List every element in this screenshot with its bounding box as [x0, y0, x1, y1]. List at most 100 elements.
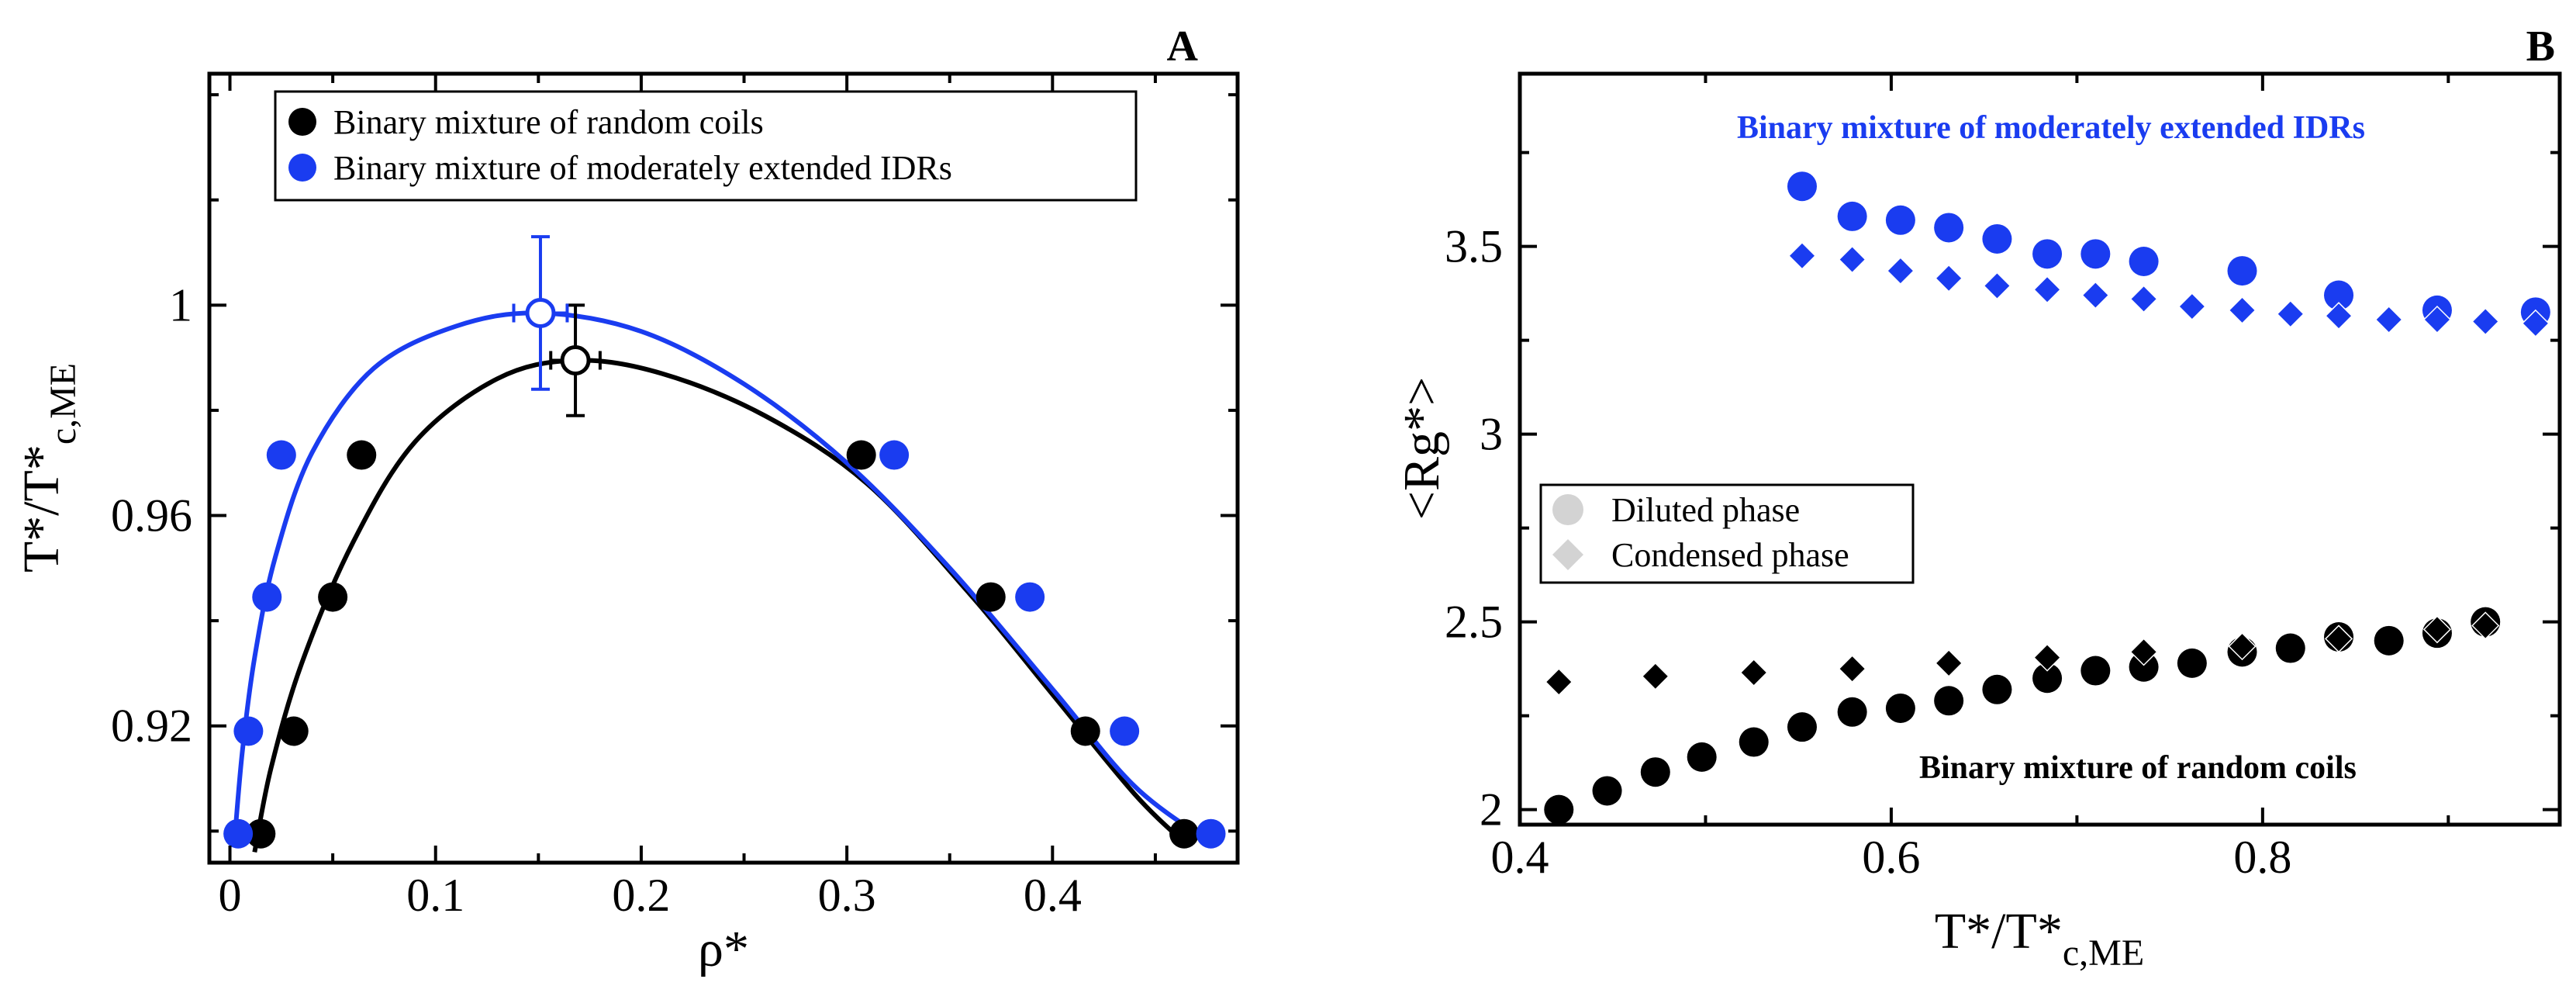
x-tick-label: 0.2 [612, 870, 670, 921]
x-tick-label: 0.3 [818, 870, 876, 921]
x-tick-label: 0.6 [1862, 832, 1920, 883]
data-point-random-coils-condensed-phase [1935, 649, 1963, 677]
legend-label-extended-idrs: Binary mixture of moderately extended ID… [333, 149, 952, 187]
data-point-random-coils-diluted-phase [2032, 663, 2063, 694]
data-point-binary-mixture-of-random-coils [1169, 818, 1200, 849]
y-axis-label-a: T*/T*c,ME [13, 363, 84, 573]
panel-b: B 0.4 0.6 0.8 2 2.5 3 3.5 Binary mixture of mo… [1393, 22, 2562, 974]
data-point-moderately-extended-idrs-condensed-phase [1983, 272, 2011, 300]
data-point-moderately-extended-idrs-condensed-phase [1935, 264, 1963, 292]
data-point-binary-mixture-of-moderately-extended-idrs [223, 818, 254, 849]
plot-frame-a [207, 71, 1240, 865]
data-point-random-coils-condensed-phase [1641, 662, 1670, 690]
annotation-extended-idrs: Binary mixture of moderately extended ID… [1737, 110, 2365, 146]
y-tick-label: 0.92 [111, 701, 192, 752]
data-point-moderately-extended-idrs-condensed-phase [1787, 241, 1817, 270]
data-point-random-coils-condensed-phase [2324, 624, 2353, 653]
critical-point-marker [560, 345, 591, 376]
x-tick-label: 0.1 [406, 870, 464, 921]
fit-curve-binary-mixture-of-random-coils [252, 358, 1188, 853]
data-point-moderately-extended-idrs-diluted-phase [1885, 205, 1915, 235]
data-point-binary-mixture-of-moderately-extended-idrs [252, 582, 282, 612]
data-point-random-coils-condensed-phase [2129, 638, 2158, 666]
data-point-random-coils-diluted-phase [1934, 686, 1964, 716]
critical-point-marker [525, 297, 556, 328]
data-point-random-coils-condensed-phase [2228, 632, 2257, 661]
data-point-moderately-extended-idrs-diluted-phase [2324, 280, 2354, 310]
panel-b-label: B [2526, 22, 2555, 71]
data-point-binary-mixture-of-moderately-extended-idrs [1015, 582, 1045, 612]
legend-marker-random-coils [288, 108, 316, 136]
legend-label-diluted: Diluted phase [1611, 491, 1800, 529]
critical-point-binary-mixture-of-moderately-extended-idrs [512, 235, 569, 391]
fit-curve-binary-mixture-of-moderately-extended-idrs [231, 310, 1214, 847]
x-tick-label: 0 [219, 870, 242, 921]
data-point-moderately-extended-idrs-condensed-phase [2081, 281, 2110, 310]
data-point-random-coils-condensed-phase [2033, 643, 2062, 672]
data-point-moderately-extended-idrs-condensed-phase [2177, 292, 2206, 321]
data-point-random-coils-condensed-phase [1545, 668, 1573, 697]
data-point-moderately-extended-idrs-condensed-phase [2228, 296, 2257, 324]
data-point-moderately-extended-idrs-diluted-phase [1982, 223, 2012, 254]
x-axis-label-a: ρ* [698, 921, 749, 977]
y-tick-label: 1 [169, 279, 192, 330]
data-point-random-coils-condensed-phase [2471, 611, 2500, 640]
data-point-moderately-extended-idrs-diluted-phase [1934, 213, 1964, 243]
legend-marker-diluted [1552, 494, 1583, 525]
data-point-moderately-extended-idrs-condensed-phase [2129, 285, 2158, 313]
y-axis-label-b: <Rg*> [1393, 377, 1450, 520]
y-tick-label: 2 [1480, 784, 1503, 836]
legend-label-random-coils: Binary mixture of random coils [333, 103, 764, 141]
data-point-binary-mixture-of-random-coils [278, 716, 309, 746]
data-point-random-coils-diluted-phase [1982, 674, 2012, 704]
data-point-random-coils-diluted-phase [2177, 648, 2207, 678]
data-point-binary-mixture-of-random-coils [347, 440, 377, 470]
x-tick-label: 0.4 [1024, 870, 1082, 921]
y-tick-label: 0.96 [111, 490, 192, 541]
data-point-random-coils-diluted-phase [1787, 712, 1817, 742]
data-point-moderately-extended-idrs-condensed-phase [1886, 257, 1915, 285]
data-point-moderately-extended-idrs-diluted-phase [2080, 239, 2111, 269]
data-point-random-coils-condensed-phase [1739, 658, 1768, 687]
data-point-random-coils-diluted-phase [1687, 742, 1717, 772]
data-point-moderately-extended-idrs-diluted-phase [1787, 171, 1817, 202]
data-point-moderately-extended-idrs-condensed-phase [2276, 299, 2305, 328]
annotation-random-coils: Binary mixture of random coils [1919, 750, 2357, 786]
x-tick-label: 0.8 [2233, 832, 2291, 883]
data-point-random-coils-diluted-phase [2129, 652, 2159, 682]
x-tick-label: 0.4 [1491, 832, 1549, 883]
data-point-binary-mixture-of-random-coils [846, 440, 876, 470]
data-point-binary-mixture-of-random-coils [318, 582, 348, 612]
critical-point-binary-mixture-of-random-coils [549, 303, 602, 417]
legend-marker-condensed [1552, 539, 1583, 570]
data-point-random-coils-diluted-phase [2374, 625, 2404, 656]
legend-a: Binary mixture of random coils Binary mi… [274, 90, 1138, 202]
panel-a-label: A [1167, 22, 1199, 71]
data-point-random-coils-diluted-phase [1739, 727, 1769, 757]
legend-b: Diluted phase Condensed phase [1539, 483, 1915, 584]
data-point-moderately-extended-idrs-condensed-phase [2324, 302, 2353, 330]
y-tick-label: 2.5 [1445, 597, 1503, 648]
data-point-moderately-extended-idrs-condensed-phase [2521, 309, 2550, 337]
legend-label-condensed: Condensed phase [1611, 536, 1849, 574]
data-point-binary-mixture-of-moderately-extended-idrs [233, 716, 264, 746]
data-point-random-coils-diluted-phase [1544, 794, 1574, 825]
data-point-random-coils-diluted-phase [1885, 693, 1915, 723]
data-point-moderately-extended-idrs-diluted-phase [2227, 256, 2257, 286]
data-point-random-coils-diluted-phase [1640, 757, 1670, 787]
data-point-random-coils-diluted-phase [1837, 697, 1867, 727]
data-point-binary-mixture-of-random-coils [246, 818, 276, 849]
data-point-moderately-extended-idrs-diluted-phase [1837, 201, 1867, 231]
data-point-binary-mixture-of-moderately-extended-idrs [266, 440, 296, 470]
data-point-binary-mixture-of-moderately-extended-idrs [1196, 818, 1226, 849]
panel-a: A 0 0.1 0.2 0.3 0.4 0.92 0.96 1 ρ* T*/T*c,ME Bi… [13, 22, 1240, 977]
data-point-moderately-extended-idrs-condensed-phase [2422, 305, 2452, 334]
data-point-moderately-extended-idrs-diluted-phase [2032, 239, 2063, 269]
data-point-binary-mixture-of-moderately-extended-idrs [879, 440, 910, 470]
data-point-random-coils-diluted-phase [1592, 776, 1622, 806]
data-point-moderately-extended-idrs-diluted-phase [2129, 247, 2159, 276]
data-point-moderately-extended-idrs-condensed-phase [2471, 307, 2500, 336]
data-point-random-coils-diluted-phase [2275, 633, 2305, 663]
y-tick-label: 3 [1480, 409, 1503, 460]
data-point-random-coils-diluted-phase [2080, 656, 2111, 686]
